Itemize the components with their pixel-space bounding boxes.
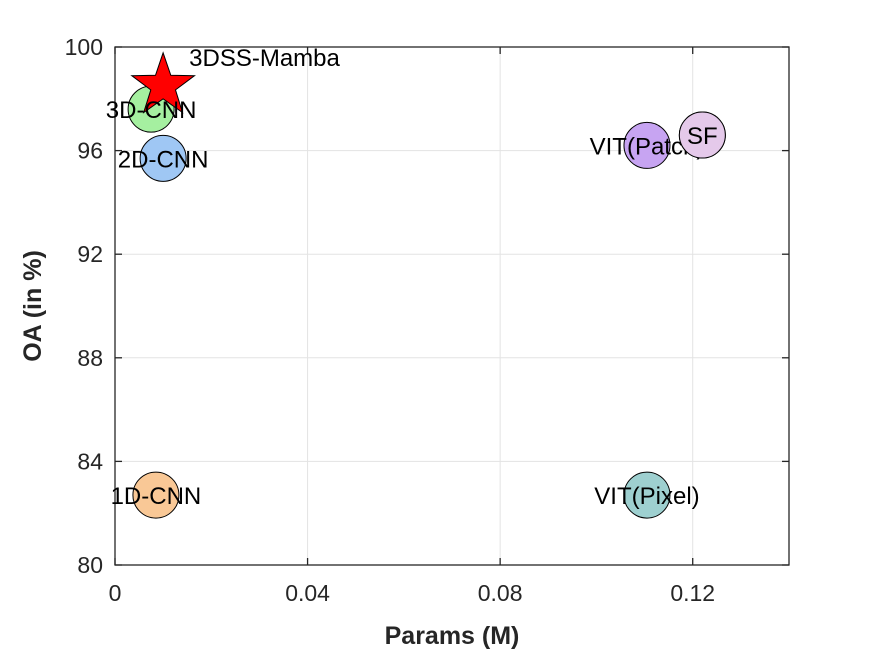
point-circle (623, 121, 671, 169)
axis-ticks: 0 0.04 0.08 0.12 80 84 88 92 96 100 (65, 34, 789, 606)
x-tick-label: 0.12 (670, 580, 715, 606)
point-circle-overlay (678, 111, 726, 159)
y-tick-label: 80 (77, 552, 103, 578)
point-label: 1D-CNN (111, 483, 202, 510)
point-label: 2D-CNN (118, 146, 209, 173)
point-label: 3D-CNN (106, 97, 197, 124)
point-circle (132, 471, 180, 519)
y-tick-label: 92 (77, 241, 103, 267)
x-tick-label: 0.04 (285, 580, 330, 606)
y-tick-label: 100 (65, 34, 103, 60)
point-circle (623, 471, 671, 519)
y-tick-label: 88 (77, 345, 103, 371)
point-labels: 1D-CNN2D-CNN3D-CNNVIT(Patch)SFVIT(Pixel)… (106, 45, 726, 510)
point-circle (139, 134, 187, 182)
x-tick-label: 0 (109, 580, 122, 606)
x-tick-label: 0.08 (478, 580, 523, 606)
plot-frame (114, 46, 790, 566)
point-label: VIT(Pixel) (594, 483, 699, 510)
x-axis-title: Params (M) (385, 622, 520, 650)
plot-background (115, 47, 789, 565)
point-label-overlay: SF (687, 123, 718, 150)
y-tick-label: 84 (77, 448, 103, 474)
point-star-3dss-mamba (130, 51, 196, 114)
y-axis-title: OA (in %) (19, 250, 47, 362)
point-label: 3DSS-Mamba (189, 45, 340, 72)
y-tick-label: 96 (77, 138, 103, 164)
